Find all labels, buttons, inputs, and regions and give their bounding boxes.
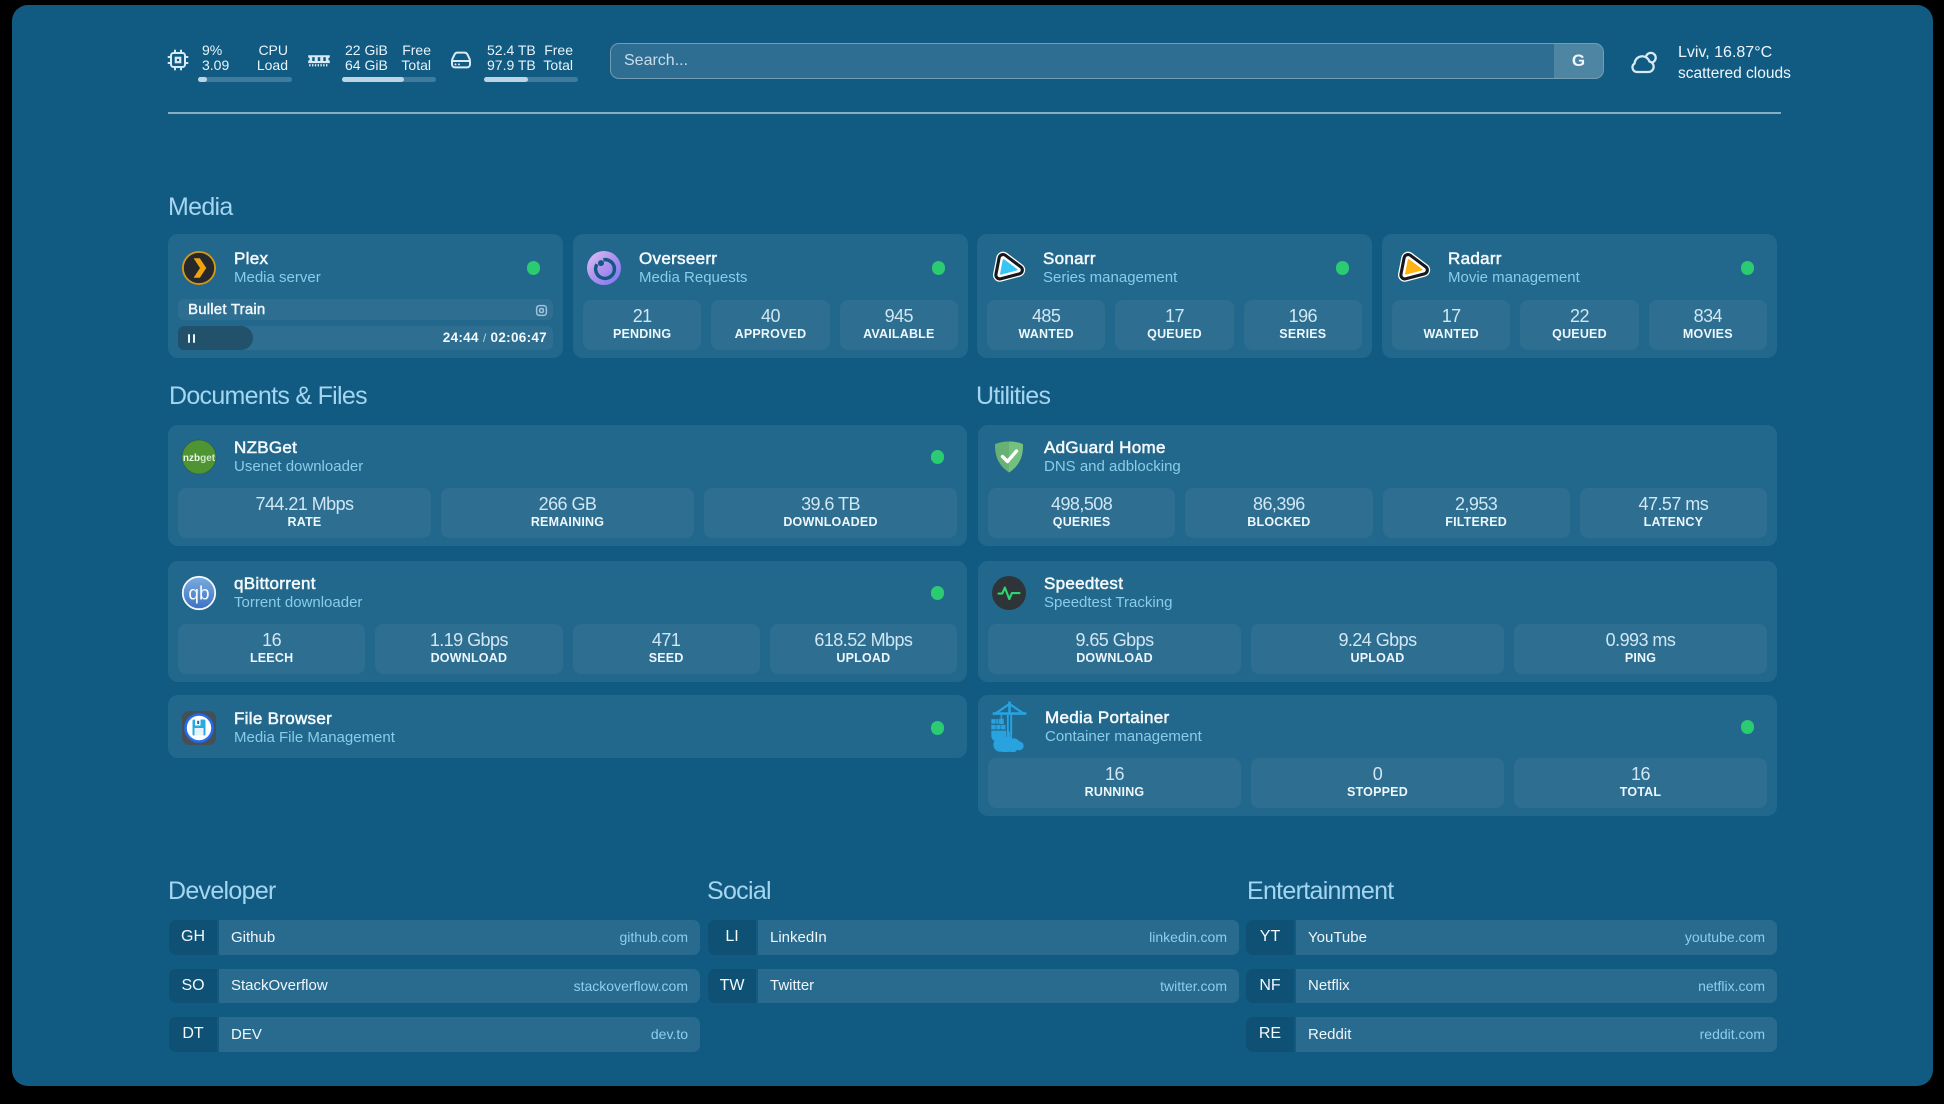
svg-text:nzbget: nzbget <box>183 453 216 464</box>
svg-text:qb: qb <box>188 583 209 604</box>
